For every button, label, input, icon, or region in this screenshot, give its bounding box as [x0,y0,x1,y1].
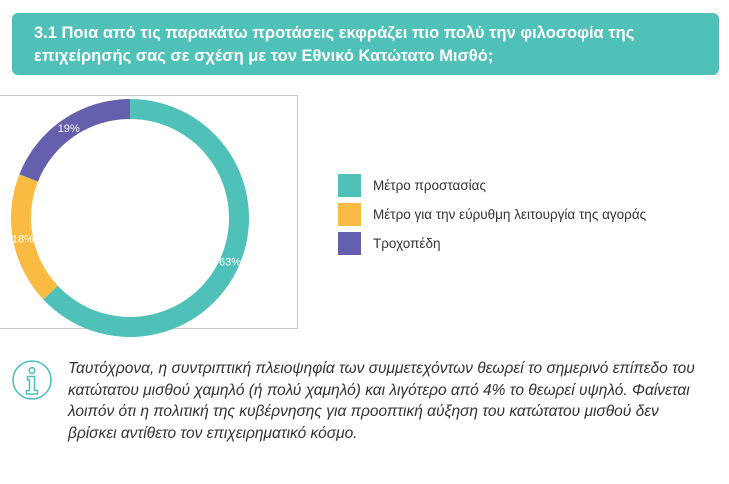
question-text: 3.1 Ποια από τις παρακάτω προτάσεις εκφρ… [34,24,635,65]
donut-slice [19,99,130,182]
legend-swatch [338,231,361,255]
info-icon [12,360,52,400]
note-text: Ταυτόχρονα, η συντριπτική πλειοψηφία των… [68,360,695,442]
info-note: Ταυτόχρονα, η συντριπτική πλειοψηφία των… [68,358,708,444]
legend-swatch [338,202,361,226]
donut-chart: 63% 18% 19% [11,99,250,337]
slice-data-label: 63% [219,256,241,268]
legend-label: Μέτρο προστασίας [373,177,486,193]
donut-slice [11,174,58,300]
legend-item: Μέτρο προστασίας [338,173,646,197]
legend-swatch [338,173,361,197]
legend-label: Τροχοπέδη [373,235,441,251]
donut-slice [43,99,250,337]
legend-label: Μέτρο για την εύρυθμη λειτουργία της αγο… [373,206,647,222]
slice-data-label: 18% [12,233,34,245]
legend-item: Μέτρο για την εύρυθμη λειτουργία της αγο… [338,202,646,226]
slice-data-label: 19% [58,123,80,135]
legend-item: Τροχοπέδη [338,231,646,255]
chart-legend: Μέτρο προστασίας Μέτρο για την εύρυθμη λε… [338,173,646,260]
question-banner: 3.1 Ποια από τις παρακάτω προτάσεις εκφρ… [12,13,719,75]
